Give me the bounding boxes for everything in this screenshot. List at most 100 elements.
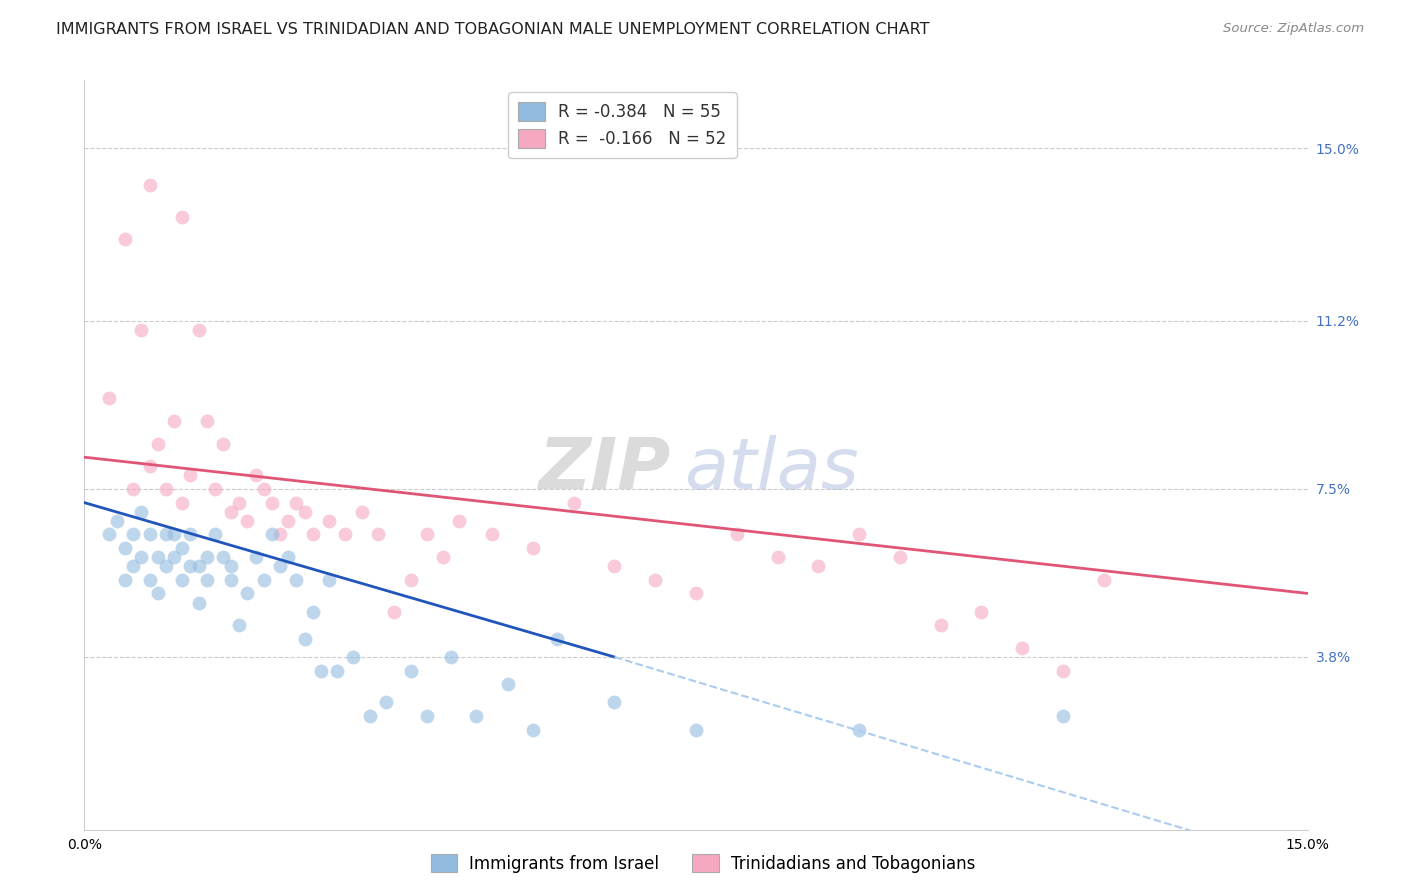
- Point: [122, 559, 145, 574]
- Point: [204, 482, 226, 496]
- Point: [416, 527, 439, 541]
- Point: [848, 527, 870, 541]
- Point: [172, 210, 194, 224]
- Point: [138, 459, 160, 474]
- Point: [131, 323, 153, 337]
- Point: [236, 586, 259, 600]
- Text: atlas: atlas: [683, 435, 858, 504]
- Point: [301, 605, 323, 619]
- Point: [146, 586, 169, 600]
- Point: [1092, 573, 1115, 587]
- Point: [179, 527, 201, 541]
- Point: [245, 550, 267, 565]
- Point: [318, 573, 340, 587]
- Point: [172, 573, 194, 587]
- Point: [277, 550, 299, 565]
- Point: [114, 541, 136, 555]
- Point: [367, 527, 389, 541]
- Point: [260, 527, 283, 541]
- Point: [1052, 709, 1074, 723]
- Point: [122, 482, 145, 496]
- Point: [294, 505, 316, 519]
- Point: [219, 573, 242, 587]
- Point: [187, 559, 209, 574]
- Point: [546, 632, 568, 646]
- Point: [155, 527, 177, 541]
- Point: [603, 559, 626, 574]
- Point: [725, 527, 748, 541]
- Point: [163, 550, 186, 565]
- Text: ZIP: ZIP: [540, 435, 672, 504]
- Point: [212, 436, 235, 450]
- Point: [138, 573, 160, 587]
- Point: [807, 559, 830, 574]
- Point: [562, 495, 585, 509]
- Point: [970, 605, 993, 619]
- Point: [97, 391, 120, 405]
- Point: [131, 550, 153, 565]
- Point: [342, 650, 364, 665]
- Point: [195, 414, 218, 428]
- Point: [236, 514, 259, 528]
- Point: [375, 695, 398, 709]
- Point: [253, 573, 276, 587]
- Point: [131, 505, 153, 519]
- Point: [228, 618, 250, 632]
- Point: [766, 550, 789, 565]
- Point: [122, 527, 145, 541]
- Point: [416, 709, 439, 723]
- Point: [204, 527, 226, 541]
- Point: [294, 632, 316, 646]
- Point: [603, 695, 626, 709]
- Point: [212, 550, 235, 565]
- Point: [522, 723, 544, 737]
- Point: [440, 650, 463, 665]
- Point: [285, 573, 308, 587]
- Point: [97, 527, 120, 541]
- Point: [155, 482, 177, 496]
- Point: [219, 559, 242, 574]
- Point: [522, 541, 544, 555]
- Point: [318, 514, 340, 528]
- Point: [335, 527, 357, 541]
- Point: [1052, 664, 1074, 678]
- Legend: Immigrants from Israel, Trinidadians and Tobagonians: Immigrants from Israel, Trinidadians and…: [425, 847, 981, 880]
- Point: [481, 527, 503, 541]
- Point: [114, 573, 136, 587]
- Point: [228, 495, 250, 509]
- Point: [219, 505, 242, 519]
- Point: [195, 573, 218, 587]
- Point: [172, 541, 194, 555]
- Point: [163, 414, 186, 428]
- Point: [172, 495, 194, 509]
- Point: [399, 664, 422, 678]
- Point: [889, 550, 911, 565]
- Point: [848, 723, 870, 737]
- Point: [685, 723, 707, 737]
- Point: [155, 559, 177, 574]
- Point: [138, 527, 160, 541]
- Point: [105, 514, 128, 528]
- Point: [114, 232, 136, 246]
- Point: [644, 573, 666, 587]
- Point: [449, 514, 471, 528]
- Point: [269, 559, 291, 574]
- Text: IMMIGRANTS FROM ISRAEL VS TRINIDADIAN AND TOBAGONIAN MALE UNEMPLOYMENT CORRELATI: IMMIGRANTS FROM ISRAEL VS TRINIDADIAN AN…: [56, 22, 929, 37]
- Point: [929, 618, 952, 632]
- Point: [301, 527, 323, 541]
- Point: [163, 527, 186, 541]
- Point: [309, 664, 332, 678]
- Point: [464, 709, 486, 723]
- Point: [432, 550, 454, 565]
- Point: [277, 514, 299, 528]
- Point: [285, 495, 308, 509]
- Legend: R = -0.384   N = 55, R =  -0.166   N = 52: R = -0.384 N = 55, R = -0.166 N = 52: [509, 93, 737, 158]
- Point: [138, 178, 160, 192]
- Point: [359, 709, 381, 723]
- Point: [1011, 640, 1033, 655]
- Point: [326, 664, 349, 678]
- Point: [245, 468, 267, 483]
- Point: [253, 482, 276, 496]
- Point: [260, 495, 283, 509]
- Point: [498, 677, 520, 691]
